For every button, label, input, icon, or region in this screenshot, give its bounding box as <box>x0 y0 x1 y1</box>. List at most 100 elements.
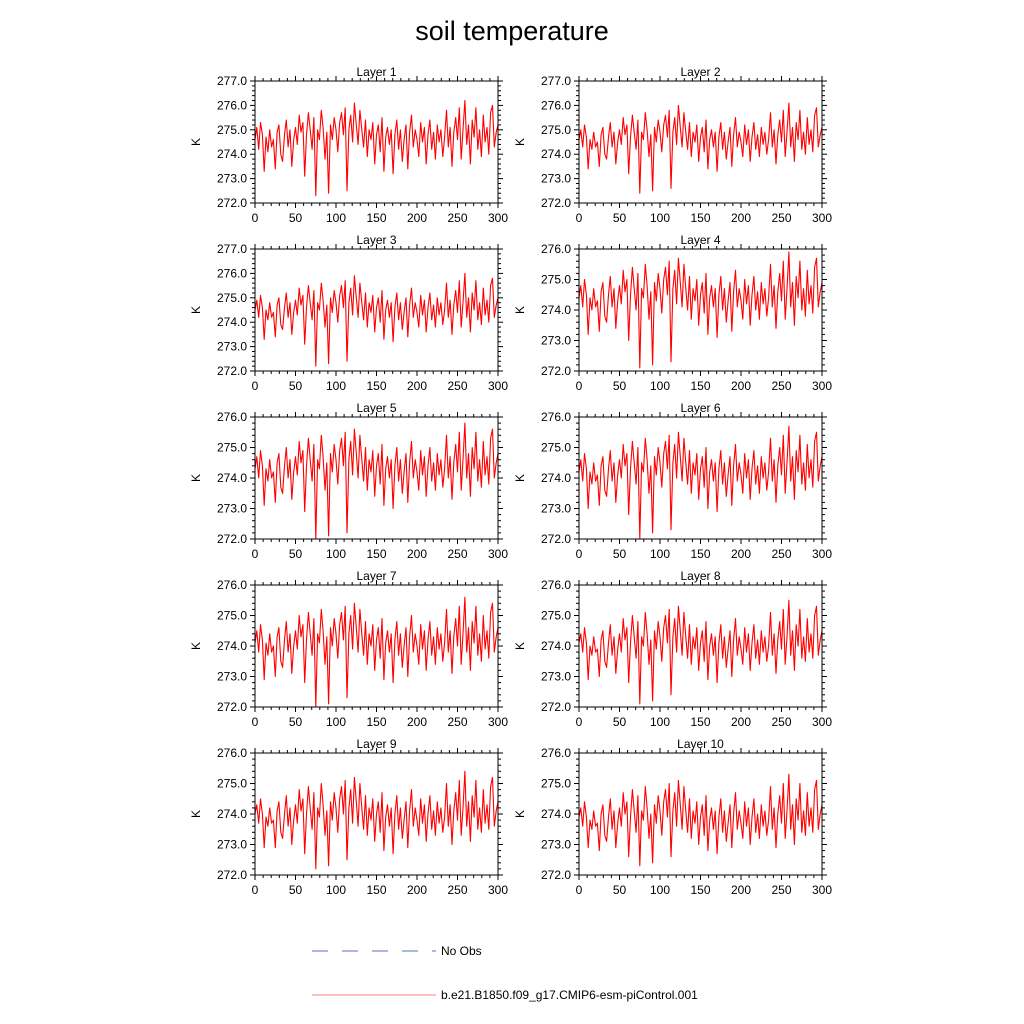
panel-9: Layer 9 K 272.0 273.0 274.0 275.0 276.0 0 50 100 1… <box>189 737 508 897</box>
panel-1-title: Layer 1 <box>356 65 396 79</box>
panel-7-series-line <box>254 596 499 708</box>
legend: No Obs b.e21.B1850.f09_g17.CMIP6-esm-piC… <box>312 944 698 1002</box>
panel-3-xtick-label: 200 <box>407 379 427 393</box>
panel-3-xtick-label: 300 <box>488 379 508 393</box>
panel-8-ytick-label: 274.0 <box>541 639 571 653</box>
panel-5-title: Layer 5 <box>356 401 396 415</box>
panel-9-title: Layer 9 <box>356 737 396 751</box>
panel-9-frame <box>254 752 499 876</box>
panel-5-ytick-label: 274.0 <box>217 471 247 485</box>
panel-7-frame <box>254 584 499 708</box>
panel-6-xtick-label: 0 <box>576 547 583 561</box>
panel-5-frame <box>254 416 499 540</box>
panel-10-ylabel: K <box>513 810 527 818</box>
panel-9-xtick-label: 200 <box>407 883 427 897</box>
panel-1-ytick-label: 274.0 <box>217 147 247 161</box>
panel-6-xtick-label: 150 <box>690 547 710 561</box>
panel-3-ytick-label: 276.0 <box>217 266 247 280</box>
panel-6-xtick-label: 100 <box>650 547 670 561</box>
panel-4-ytick-label: 274.0 <box>541 303 571 317</box>
panel-6-ytick-label: 274.0 <box>541 471 571 485</box>
panel-10-xtick-label: 0 <box>576 883 583 897</box>
panel-1-ytick-label: 275.0 <box>217 123 247 137</box>
panel-6-ytick-label: 273.0 <box>541 502 571 516</box>
panel-10-ytick-label: 274.0 <box>541 807 571 821</box>
panel-2-ylabel: K <box>513 138 527 146</box>
panel-6-xtick-label: 200 <box>731 547 751 561</box>
panel-7-ylabel: K <box>189 642 203 650</box>
panel-9-xtick-label: 300 <box>488 883 508 897</box>
panel-8-ytick-label: 275.0 <box>541 609 571 623</box>
panel-10-xtick-label: 200 <box>731 883 751 897</box>
panel-8-xtick-label: 50 <box>613 715 627 729</box>
panel-1-xtick-label: 50 <box>289 211 303 225</box>
panel-5-ytick-label: 273.0 <box>217 502 247 516</box>
panel-7-title: Layer 7 <box>356 569 396 583</box>
panel-7-xtick-label: 0 <box>252 715 259 729</box>
panel-3-ytick-label: 272.0 <box>217 364 247 378</box>
panel-1-ylabel: K <box>189 138 203 146</box>
panel-6-ylabel: K <box>513 474 527 482</box>
panel-4-xtick-label: 50 <box>613 379 627 393</box>
panel-8-xtick-label: 100 <box>650 715 670 729</box>
panel-6-xtick-label: 50 <box>613 547 627 561</box>
panel-10-xtick-label: 150 <box>690 883 710 897</box>
panel-4-xtick-label: 200 <box>731 379 751 393</box>
panel-10-ytick-label: 273.0 <box>541 838 571 852</box>
panel-3: Layer 3 K 272.0 273.0 274.0 275.0 276.0 277.0 0 5… <box>189 233 508 393</box>
panel-10-xtick-label: 100 <box>650 883 670 897</box>
panel-10-xtick-label: 300 <box>812 883 832 897</box>
panel-3-title: Layer 3 <box>356 233 396 247</box>
panel-9-xtick-label: 100 <box>326 883 346 897</box>
panel-8-xtick-label: 300 <box>812 715 832 729</box>
panel-2-ytick-label: 272.0 <box>541 196 571 210</box>
panel-7-xtick-label: 200 <box>407 715 427 729</box>
panel-8-xtick-label: 0 <box>576 715 583 729</box>
panel-3-xtick-label: 50 <box>289 379 303 393</box>
panel-9-series-line <box>254 770 499 870</box>
panel-1-xtick-label: 200 <box>407 211 427 225</box>
panel-2-xtick-label: 250 <box>771 211 791 225</box>
panel-1-ytick-label: 277.0 <box>217 74 247 88</box>
panel-2-frame <box>578 80 823 204</box>
panel-8-title: Layer 8 <box>680 569 720 583</box>
panel-7-xtick-label: 250 <box>447 715 467 729</box>
panel-2: Layer 2 K 272.0 273.0 274.0 275.0 276.0 277.0 0 5… <box>513 65 832 225</box>
panel-7-ytick-label: 275.0 <box>217 609 247 623</box>
panel-8-ytick-label: 273.0 <box>541 670 571 684</box>
panel-8-ytick-label: 276.0 <box>541 578 571 592</box>
panel-1-xtick-label: 150 <box>366 211 386 225</box>
panel-5-series-line <box>254 422 499 540</box>
panel-5-xtick-label: 200 <box>407 547 427 561</box>
panel-4-ylabel: K <box>513 306 527 314</box>
panel-8-frame <box>578 584 823 708</box>
legend-model-label: b.e21.B1850.f09_g17.CMIP6-esm-piControl.… <box>441 988 698 1002</box>
panel-2-ytick-label: 277.0 <box>541 74 571 88</box>
panel-9-ytick-label: 274.0 <box>217 807 247 821</box>
panel-8-ytick-label: 272.0 <box>541 700 571 714</box>
panel-2-xtick-label: 100 <box>650 211 670 225</box>
panel-3-xtick-label: 100 <box>326 379 346 393</box>
panel-10-xtick-label: 250 <box>771 883 791 897</box>
panel-4-series-line <box>578 251 823 369</box>
panel-3-xtick-label: 250 <box>447 379 467 393</box>
panel-7-ytick-label: 273.0 <box>217 670 247 684</box>
panel-1-xtick-label: 250 <box>447 211 467 225</box>
panel-2-xtick-label: 50 <box>613 211 627 225</box>
panel-4-ytick-label: 272.0 <box>541 364 571 378</box>
panel-5-xtick-label: 300 <box>488 547 508 561</box>
panel-1-xtick-label: 100 <box>326 211 346 225</box>
panel-6-ytick-label: 272.0 <box>541 532 571 546</box>
panel-5-xtick-label: 150 <box>366 547 386 561</box>
panel-7-xtick-label: 50 <box>289 715 303 729</box>
panel-9-ylabel: K <box>189 810 203 818</box>
panel-4-xtick-label: 300 <box>812 379 832 393</box>
panel-6-title: Layer 6 <box>680 401 720 415</box>
panel-9-xtick-label: 150 <box>366 883 386 897</box>
panel-3-xtick-label: 0 <box>252 379 259 393</box>
panel-4: Layer 4 K 272.0 273.0 274.0 275.0 276.0 0 50 100 1… <box>513 233 832 393</box>
panel-9-ytick-label: 273.0 <box>217 838 247 852</box>
panel-4-title: Layer 4 <box>680 233 720 247</box>
panel-10-ytick-label: 276.0 <box>541 746 571 760</box>
panel-2-ytick-label: 273.0 <box>541 172 571 186</box>
